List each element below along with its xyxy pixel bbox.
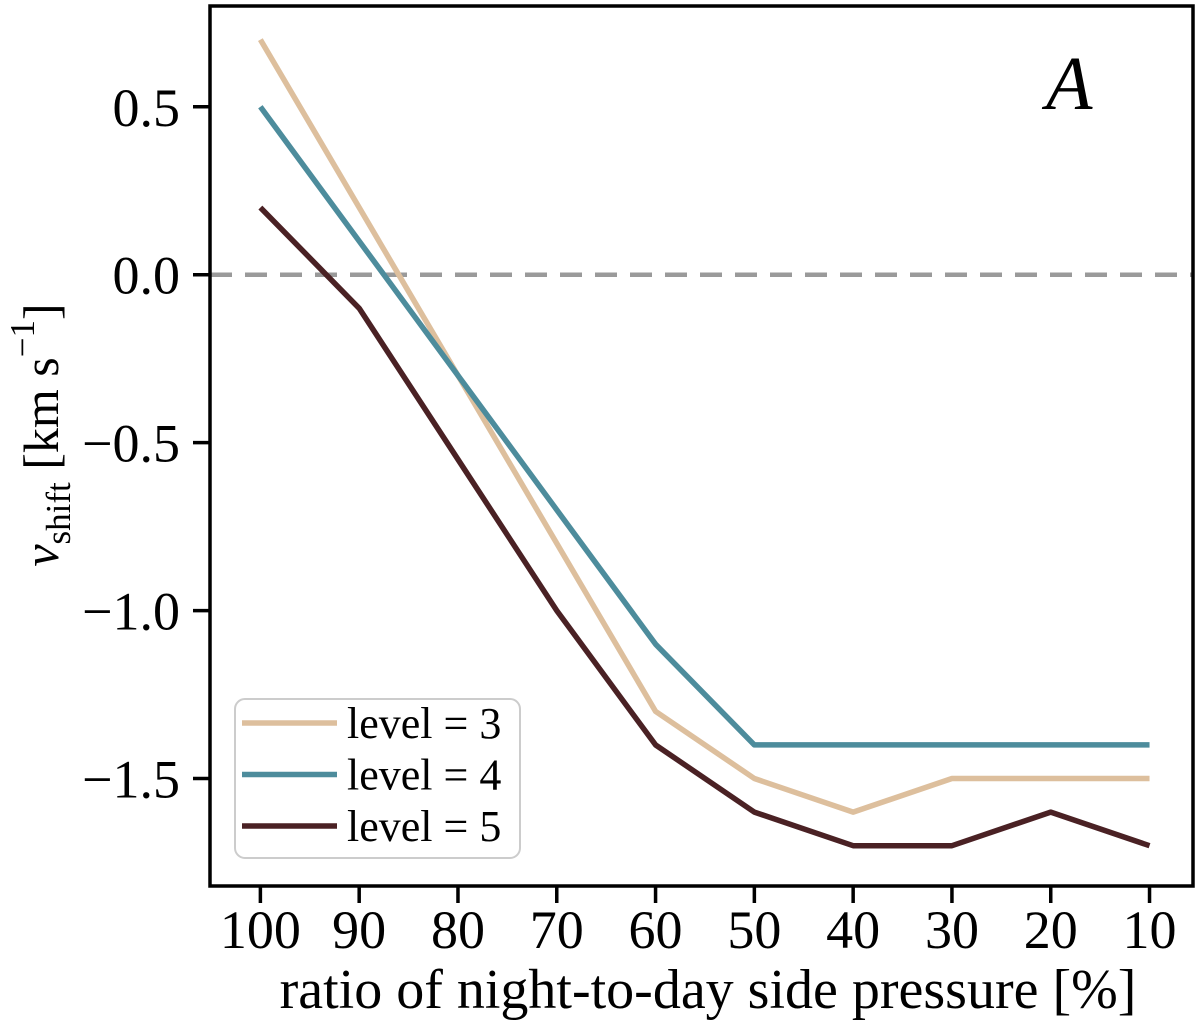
panel-label: A (1041, 42, 1093, 126)
series-line-level-4 (258, 105, 1150, 748)
legend-label-1: level = 3 (347, 699, 501, 748)
y-tick-label: −1.5 (82, 750, 180, 810)
y-tick-label: 0.5 (113, 78, 181, 138)
y-tick-label: −1.0 (82, 582, 180, 642)
legend-label-2: level = 4 (347, 751, 501, 800)
y-label-variable: v (13, 544, 69, 567)
x-tick-label: 90 (332, 900, 386, 960)
y-label-unit-post: ] (13, 303, 69, 320)
y-label-superscript: −1 (3, 320, 42, 357)
series-line-level-5 (258, 205, 1151, 849)
x-axis-label: ratio of night-to-day side pressure [%] (280, 959, 1137, 1021)
x-tick-label: 60 (629, 900, 683, 960)
y-label-unit-pre: [km s (13, 357, 69, 482)
x-tick-label: 70 (530, 900, 584, 960)
x-tick-label: 100 (220, 900, 301, 960)
x-tick-label: 80 (431, 900, 485, 960)
y-label-subscript: shift (39, 482, 78, 545)
legend-label-3: level = 5 (347, 802, 501, 851)
y-tick-label: 0.0 (113, 246, 181, 306)
x-tick-label: 10 (1123, 900, 1177, 960)
chart-layer: 100 90 80 70 60 50 40 30 20 10 0.5 0.0 −0.5 −1.0 −1.5 l… (82, 38, 1193, 960)
series-line-level-3 (258, 38, 1150, 815)
y-axis-label: vshift [km s−1] (3, 303, 78, 566)
x-tick-label: 50 (727, 900, 781, 960)
x-tick-label: 40 (826, 900, 880, 960)
legend-box (234, 698, 521, 859)
y-tick-label: −0.5 (82, 414, 180, 474)
x-tick-label: 20 (1024, 900, 1078, 960)
x-tick-label: 30 (925, 900, 979, 960)
plot-border (208, 4, 1195, 888)
